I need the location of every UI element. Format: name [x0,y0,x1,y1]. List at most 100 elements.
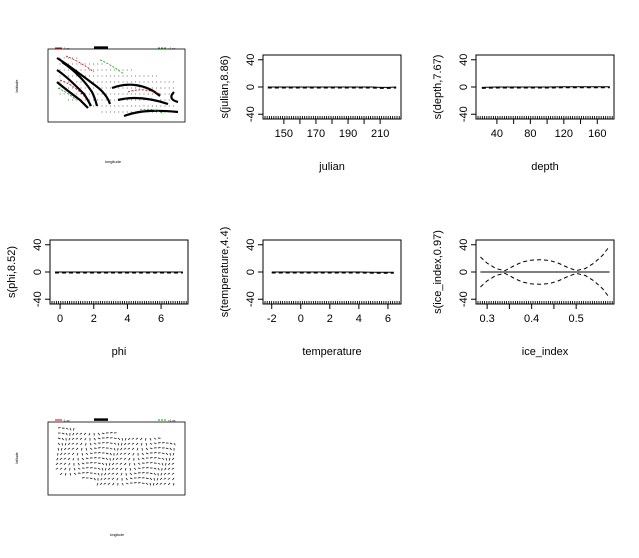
data-point [114,93,116,95]
vector-arrow [55,462,59,465]
vector-arrow [76,452,79,456]
vector-arrow [171,472,175,475]
vector-arrow [67,452,71,455]
data-point [59,93,61,95]
vector-arrow [156,477,159,481]
map-frame [47,421,186,496]
data-point [109,99,111,101]
data-point [160,105,162,107]
vector-arrow [85,447,88,451]
data-point [101,63,103,65]
vector-arrow [161,452,165,455]
data-point [151,75,153,77]
vector-arrow [171,457,175,461]
vector-arrow [81,452,83,456]
vector-arrow [75,432,79,435]
x-axis-label: ice_index [522,346,569,358]
x-axis-label: depth [531,161,559,173]
data-point [172,105,174,107]
vector-arrow [108,467,111,471]
data-point [101,69,103,71]
data-point [63,69,65,71]
vector-arrow [105,467,107,471]
x-tick-label: 190 [339,128,357,140]
vector-arrow [105,462,107,466]
data-point [101,99,103,101]
data-point [67,87,69,89]
data-point [151,87,153,89]
data-point [97,69,99,71]
vector-arrow [112,457,115,461]
data-point [130,87,132,89]
vector-arrow [120,472,123,476]
data-point [126,93,128,95]
x-tick-label: 0 [57,313,63,325]
data-point [122,111,124,113]
vector-arrow [160,472,163,476]
data-point [105,105,107,107]
contour-estimate [117,96,169,106]
vector-arrow [107,472,111,475]
data-point [122,87,124,89]
vector-arrow [113,437,117,439]
data-point [164,87,166,89]
data-point [147,75,149,77]
vector-arrow [167,477,171,480]
data-point [101,93,103,95]
vector-arrow [115,472,119,476]
vector-arrow [136,447,139,451]
data-point [93,69,95,71]
x-axis-label: phi [112,346,127,358]
y-tick-label: 0 [458,269,470,275]
vector-arrow [81,447,83,451]
y-tick-label: 40 [32,239,44,251]
vector-arrow [97,472,100,476]
data-point [97,63,99,65]
data-point [109,87,111,89]
vector-arrow [137,462,141,465]
vector-arrow [149,442,153,445]
temperature-smooth-panel: temperature s(temperature,4.4) -2 0 2 4 6 -40… [219,227,402,358]
data-point [164,93,166,95]
y-tick-label: -40 [458,291,470,307]
vector-arrow [59,472,63,476]
vector-arrow [108,462,111,466]
vector-arrow [103,477,107,480]
vector-arrows [55,427,176,486]
smooth-curve [481,86,610,88]
vector-arrow [137,457,140,461]
data-point [109,111,111,113]
vector-arrow [145,447,149,451]
data-point [67,99,69,101]
data-point [156,81,158,83]
vector-arrow [100,477,103,481]
data-point [59,57,61,59]
y-tick-label: 0 [32,269,44,275]
data-point [101,111,103,113]
vector-arrow [161,457,165,460]
contour-minus-se [65,55,95,73]
data-point [168,105,170,107]
contour-plus-se [139,108,165,115]
vector-arrow [121,437,123,441]
x-tick-label: 120 [555,128,573,140]
vector-arrow [133,462,136,466]
data-point [118,81,120,83]
vector-arrow [84,437,87,441]
vector-arrow [67,457,71,460]
contour-estimate [123,109,179,118]
vector-arrow [103,482,107,485]
data-point [118,105,120,107]
vector-arrow [61,432,65,435]
vector-arrow [111,477,115,480]
data-point [84,87,86,89]
x-tick-label: 160 [588,128,606,140]
data-point [109,81,111,83]
data-point [151,81,153,83]
data-point [139,105,141,107]
vector-arrow [173,482,175,486]
vector-arrow [119,467,123,471]
data-point [139,75,141,77]
vector-arrow [127,442,131,445]
data-point [114,105,116,107]
